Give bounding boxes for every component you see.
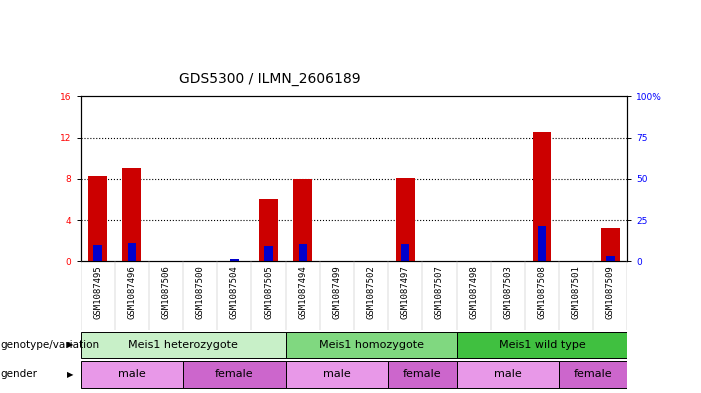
Text: GSM1087503: GSM1087503 [503, 265, 512, 319]
Text: female: female [403, 369, 442, 379]
Bar [264, 246, 273, 261]
Bar [128, 243, 136, 261]
Text: male: male [494, 369, 522, 379]
Bar [123, 169, 142, 261]
Bar [456, 361, 559, 387]
Text: GSM1087497: GSM1087497 [401, 265, 410, 319]
Text: male: male [323, 369, 350, 379]
Text: gender: gender [1, 369, 38, 379]
Text: GSM1087508: GSM1087508 [538, 265, 547, 319]
Bar [88, 176, 107, 261]
Bar [606, 256, 615, 261]
Text: Meis1 heterozygote: Meis1 heterozygote [128, 340, 238, 350]
Bar [81, 332, 286, 358]
Text: GSM1087500: GSM1087500 [196, 265, 205, 319]
Text: GSM1087506: GSM1087506 [161, 265, 170, 319]
Text: female: female [215, 369, 254, 379]
Bar [286, 361, 388, 387]
Bar [81, 361, 183, 387]
Text: male: male [118, 369, 146, 379]
Text: Meis1 wild type: Meis1 wild type [498, 340, 585, 350]
Bar [533, 132, 552, 261]
Text: GSM1087494: GSM1087494 [298, 265, 307, 319]
Text: ▶: ▶ [67, 370, 74, 379]
Text: female: female [574, 369, 613, 379]
Text: GSM1087507: GSM1087507 [435, 265, 444, 319]
Text: GSM1087495: GSM1087495 [93, 265, 102, 319]
Bar [388, 361, 456, 387]
Text: GSM1087501: GSM1087501 [571, 265, 580, 319]
Bar [286, 332, 456, 358]
Text: GDS5300 / ILMN_2606189: GDS5300 / ILMN_2606189 [179, 72, 360, 86]
Text: Meis1 homozygote: Meis1 homozygote [318, 340, 423, 350]
Text: GSM1087509: GSM1087509 [606, 265, 615, 319]
Bar [396, 178, 415, 261]
Bar [559, 361, 627, 387]
Bar [456, 332, 627, 358]
Text: GSM1087496: GSM1087496 [128, 265, 137, 319]
Bar [401, 244, 409, 261]
Bar [299, 244, 307, 261]
Text: GSM1087499: GSM1087499 [332, 265, 341, 319]
Text: GSM1087498: GSM1087498 [469, 265, 478, 319]
Bar [538, 226, 546, 261]
Text: GSM1087504: GSM1087504 [230, 265, 239, 319]
Text: GSM1087502: GSM1087502 [367, 265, 376, 319]
Text: ▶: ▶ [67, 340, 74, 349]
Bar [259, 200, 278, 261]
Text: genotype/variation: genotype/variation [1, 340, 100, 350]
Bar [230, 259, 238, 261]
Bar [293, 179, 312, 261]
Bar [601, 228, 620, 261]
Bar [183, 361, 286, 387]
Text: GSM1087505: GSM1087505 [264, 265, 273, 319]
Bar [93, 245, 102, 261]
